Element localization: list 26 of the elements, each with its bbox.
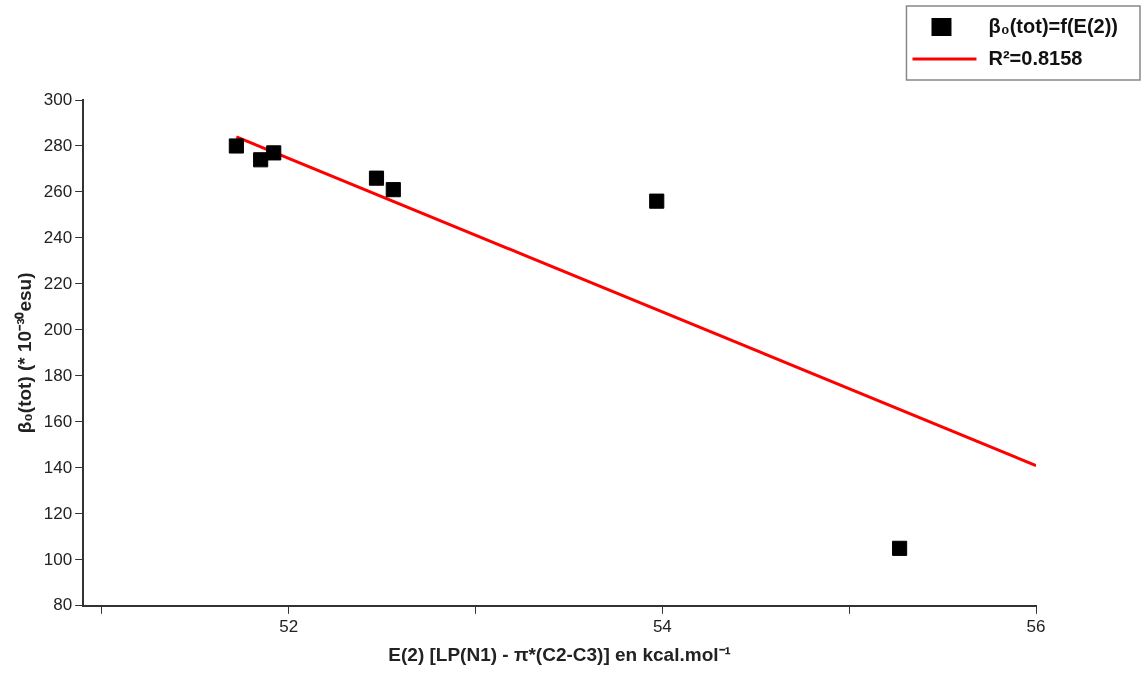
y-tick-label: 100 — [43, 549, 73, 569]
x-axis-title: E(2) [LP(N1) - π*(C2-C3)] en kcal.mol⁻¹ — [388, 643, 731, 665]
legend-label: R²=0.8158 — [988, 46, 1083, 69]
y-tick-label: 300 — [43, 89, 73, 109]
legend-label: β₀(tot)=f(E(2)) — [988, 14, 1119, 37]
point — [253, 152, 269, 168]
point — [385, 182, 401, 198]
y-tick-label: 140 — [43, 457, 73, 477]
y-tick-label: 260 — [43, 181, 73, 201]
y-tick-label: 220 — [43, 273, 73, 293]
y-tick-label: 80 — [53, 595, 73, 615]
point — [266, 145, 282, 161]
x-tick-label: 52 — [279, 616, 299, 636]
point — [368, 170, 385, 186]
y-axis-title: β₀(tot) (* 10⁻³⁰esu) — [13, 272, 35, 434]
point — [892, 540, 908, 556]
y-tick-label: 180 — [43, 365, 73, 385]
point — [228, 138, 244, 154]
y-tick-label: 160 — [43, 411, 73, 431]
y-tick-label: 120 — [43, 503, 73, 523]
y-tick-label: 280 — [43, 135, 73, 155]
y-tick-label: 240 — [43, 227, 73, 247]
x-tick-label: 56 — [1026, 616, 1046, 636]
point — [649, 193, 665, 209]
x-tick-label: 54 — [652, 616, 672, 636]
y-tick-label: 200 — [43, 319, 73, 339]
